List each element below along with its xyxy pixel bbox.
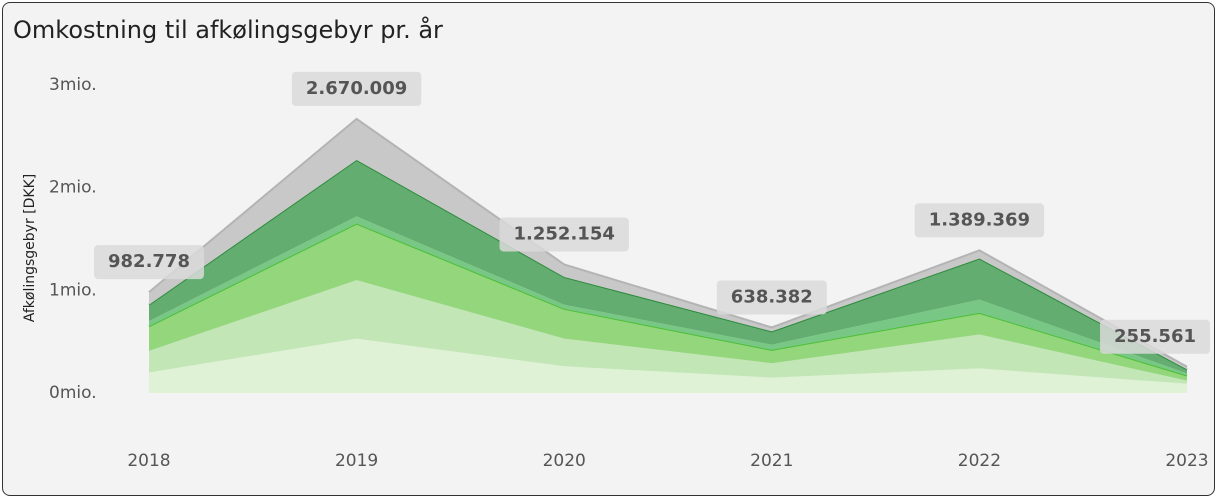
total-label-box bbox=[914, 203, 1045, 238]
y-tick-label: 3mio. bbox=[49, 75, 97, 95]
x-tick-label: 2023 bbox=[1165, 451, 1208, 471]
area-layer bbox=[149, 338, 1187, 393]
y-axis-label: Afkølingsgebyr [DKK] bbox=[22, 174, 38, 322]
total-label-box bbox=[291, 71, 422, 106]
area-layer bbox=[149, 223, 1187, 381]
y-tick-label: 0mio. bbox=[49, 383, 97, 403]
chart: Omkostning til afkølingsgebyr pr. år Afk… bbox=[13, 15, 1210, 471]
total-label: 2.670.009 bbox=[306, 78, 407, 99]
total-label: 1.252.154 bbox=[514, 223, 615, 244]
total-label-box bbox=[499, 217, 629, 252]
y-tick-label: 1mio. bbox=[49, 280, 97, 300]
total-label: 982.778 bbox=[108, 251, 190, 272]
x-tick-label: 2019 bbox=[335, 451, 378, 471]
total-label-box bbox=[1100, 319, 1210, 354]
total-label-box bbox=[94, 245, 204, 280]
x-tick-label: 2020 bbox=[543, 451, 586, 471]
area-edge bbox=[148, 117, 1188, 368]
total-label: 638.382 bbox=[731, 286, 813, 307]
y-tick-label: 2mio. bbox=[49, 178, 97, 198]
x-tick-label: 2018 bbox=[127, 451, 170, 471]
total-label-box bbox=[716, 280, 827, 315]
area-layer bbox=[149, 118, 1187, 370]
total-label: 1.389.369 bbox=[929, 209, 1030, 230]
area-layer bbox=[149, 159, 1187, 374]
chart-title: Omkostning til afkølingsgebyr pr. år bbox=[13, 15, 443, 44]
area-edge bbox=[148, 158, 1188, 371]
total-label: 255.561 bbox=[1114, 326, 1196, 347]
x-tick-label: 2022 bbox=[958, 451, 1001, 471]
area-layer bbox=[149, 280, 1187, 384]
x-tick-label: 2021 bbox=[750, 451, 793, 471]
